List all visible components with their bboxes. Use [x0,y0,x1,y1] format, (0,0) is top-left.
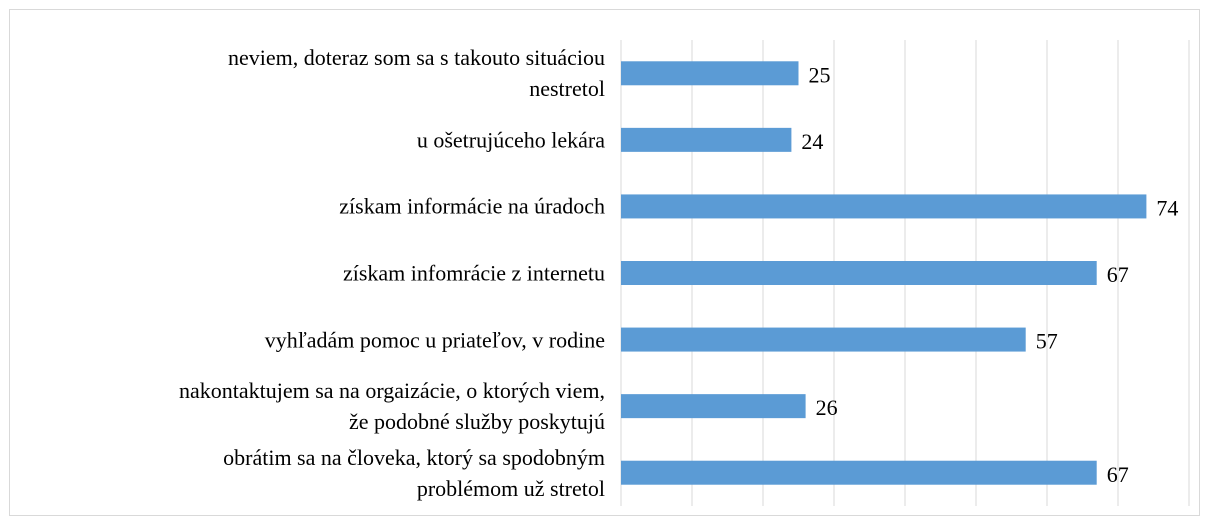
category-label: získam informácie na úradoch [339,193,605,219]
bar [621,194,1147,219]
category-label: neviem, doteraz som sa s takouto situáci… [228,45,605,102]
data-label: 24 [801,129,823,154]
data-label: 74 [1156,195,1178,220]
data-label: 67 [1107,462,1129,487]
data-label: 25 [809,62,831,87]
category-label: u ošetrujúceho lekára [416,127,605,153]
bar [621,460,1097,485]
bar [621,61,799,86]
category-label: nakontaktujem sa na orgaizácie, o ktorýc… [178,378,605,435]
bar [621,327,1026,352]
data-label: 67 [1107,262,1129,287]
bar [621,261,1097,285]
data-label: 26 [816,395,838,420]
chart-frame [9,9,1200,516]
category-label: obrátim sa na človeka, ktorý sa spodobný… [223,444,605,501]
data-label: 57 [1036,329,1058,354]
category-label: vyhľadám pomoc u priateľov, v rodine [264,327,605,353]
bar [621,394,806,419]
category-label: získam infomrácie z internetu [342,260,605,286]
bar [621,127,792,152]
